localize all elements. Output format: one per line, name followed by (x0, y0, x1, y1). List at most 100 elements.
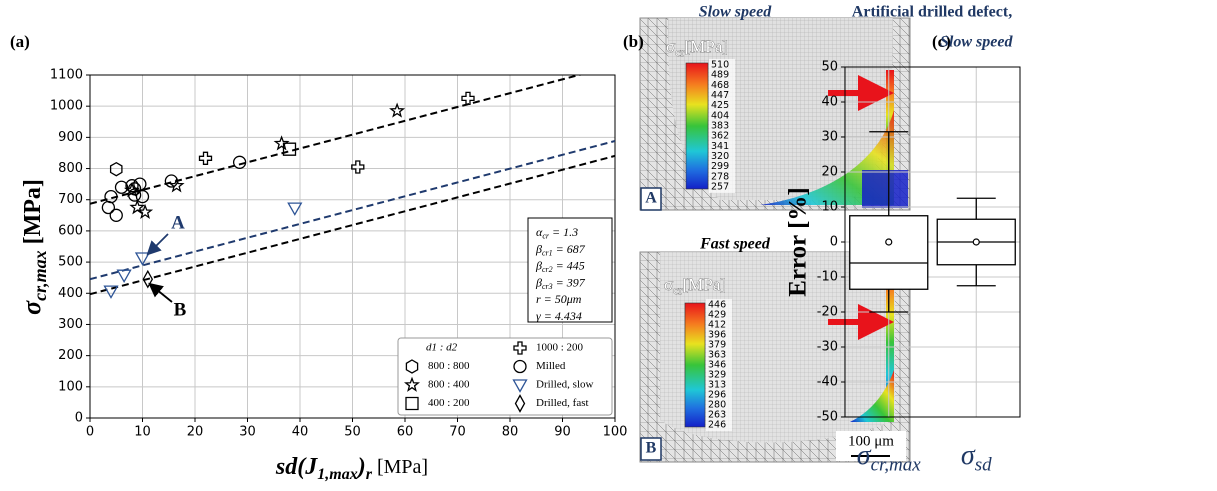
marker (352, 161, 364, 173)
info-line-part: = 687 (553, 242, 586, 256)
legend-label: 400 : 200 (428, 397, 470, 409)
image-tag: B (646, 440, 657, 457)
colorbar-tick-label: 246 (708, 420, 726, 431)
y-axis-label-part: cr,max (30, 250, 50, 301)
marker (288, 203, 301, 215)
y-tick-label: -40 (817, 375, 838, 390)
x-tick-label-part: sd (975, 455, 992, 476)
panel-label: (b) (623, 32, 644, 51)
y-axis-label-unit: [MPa] (19, 179, 45, 250)
y-tick-label: 200 (58, 348, 83, 363)
image-title: Slow speed (699, 4, 772, 21)
y-tick-label: 0 (75, 411, 83, 426)
x-tick-label: 80 (502, 425, 519, 440)
y-axis-label: σcr,max [MPa] (17, 179, 50, 315)
info-line-part: = 397 (553, 275, 586, 289)
colorbar-title-part: σ (664, 275, 673, 294)
scale-bar-label: 100 μm (848, 433, 894, 449)
info-line-part: γ = 4.434 (536, 309, 582, 323)
y-tick-label: 500 (58, 255, 83, 270)
y-tick-label: 100 (58, 379, 83, 394)
marker (110, 209, 122, 221)
page: { "panel_labels": ["(a)", "(b)", "(c)"],… (0, 0, 1217, 491)
y-tick-label: -10 (817, 270, 838, 285)
annotation: B (174, 299, 187, 320)
y-tick-label: 600 (58, 223, 83, 238)
y-tick-label: 1100 (50, 68, 83, 83)
x-tick-label-part: cr,max (871, 455, 922, 476)
legend-label: Milled (536, 360, 566, 372)
marker (102, 202, 114, 214)
legend-label: 1000 : 200 (536, 342, 584, 354)
x-tick-label: 60 (397, 425, 414, 440)
x-tick-label: σsd (961, 440, 992, 475)
colorbar-title-part: σ (666, 37, 675, 56)
info-line-part: β (535, 258, 542, 272)
y-tick-label: 10 (821, 200, 838, 215)
marker (200, 152, 212, 164)
y-tick-label: 300 (58, 317, 83, 332)
colorbar-title-part: cr (675, 45, 684, 59)
x-axis-label-part: sd(J (275, 454, 318, 480)
y-tick-label: 700 (58, 192, 83, 207)
x-tick-label: 10 (134, 425, 151, 440)
chart-subtitle: Slow speed (940, 34, 1013, 51)
info-line-part: cr3 (542, 282, 553, 291)
mean-marker (973, 239, 979, 245)
x-tick-label: 50 (344, 425, 361, 440)
y-tick-label: 40 (821, 95, 838, 110)
colorbar-title-unit: [MPa] (685, 37, 728, 56)
panel-label: (a) (10, 32, 30, 51)
legend-label: 800 : 400 (428, 379, 470, 391)
y-axis-label-part: σ (17, 300, 46, 315)
y-tick-label: 1000 (50, 99, 83, 114)
x-tick-label-part: σ (961, 440, 976, 471)
y-tick-label: -20 (817, 305, 838, 320)
annotation-arrow (149, 234, 168, 253)
info-line-part: β (535, 242, 542, 256)
y-tick-label: 50 (821, 60, 838, 75)
x-tick-label: 90 (554, 425, 571, 440)
image-tag: A (645, 190, 657, 207)
x-axis-label: sd(J1,max)r [MPa] (275, 454, 428, 483)
x-axis-label-part: 1,max (317, 466, 357, 483)
info-line-part: cr2 (542, 265, 553, 274)
mean-marker (886, 239, 892, 245)
info-line: r = 50μm (536, 292, 582, 306)
figure: (a)(b)(c)0100200300400500600700800900100… (0, 0, 1217, 491)
image-title: Fast speed (699, 236, 771, 253)
marker (111, 163, 122, 176)
legend-title: d1 : d2 (426, 342, 458, 354)
colorbar-tick-label: 257 (711, 182, 729, 193)
info-line: γ = 4.434 (536, 309, 582, 323)
box (850, 216, 928, 290)
y-tick-label: 20 (821, 165, 838, 180)
colorbar (685, 303, 705, 427)
info-line-part: cr1 (542, 248, 553, 257)
y-axis-label: Error [%] (785, 187, 812, 296)
x-tick-label: 100 (603, 425, 628, 440)
y-tick-label: 30 (821, 130, 838, 145)
info-line-part: r = 50μm (536, 292, 582, 306)
y-tick-label: 900 (58, 130, 83, 145)
x-tick-label: 30 (239, 425, 256, 440)
legend-label: Drilled, fast (536, 397, 589, 409)
x-axis-label-part: ) (356, 454, 366, 480)
info-line-part: = 445 (553, 258, 585, 272)
y-tick-label: -30 (817, 340, 838, 355)
info-line-part: β (535, 275, 542, 289)
x-tick-label: 0 (86, 425, 94, 440)
annotation: A (171, 212, 185, 233)
y-tick-label: -50 (817, 410, 838, 425)
x-axis-label-unit: [MPa] (372, 456, 428, 478)
info-line-part: = 1.3 (549, 225, 578, 239)
chart-title: Artificial drilled defect, (852, 4, 1012, 21)
y-tick-label: 0 (830, 235, 838, 250)
legend-label: 800 : 800 (428, 360, 470, 372)
x-tick-label: 40 (292, 425, 309, 440)
colorbar (686, 63, 708, 189)
marker (134, 178, 146, 190)
marker (118, 270, 131, 282)
marker (462, 92, 474, 104)
y-tick-label: 800 (58, 161, 83, 176)
